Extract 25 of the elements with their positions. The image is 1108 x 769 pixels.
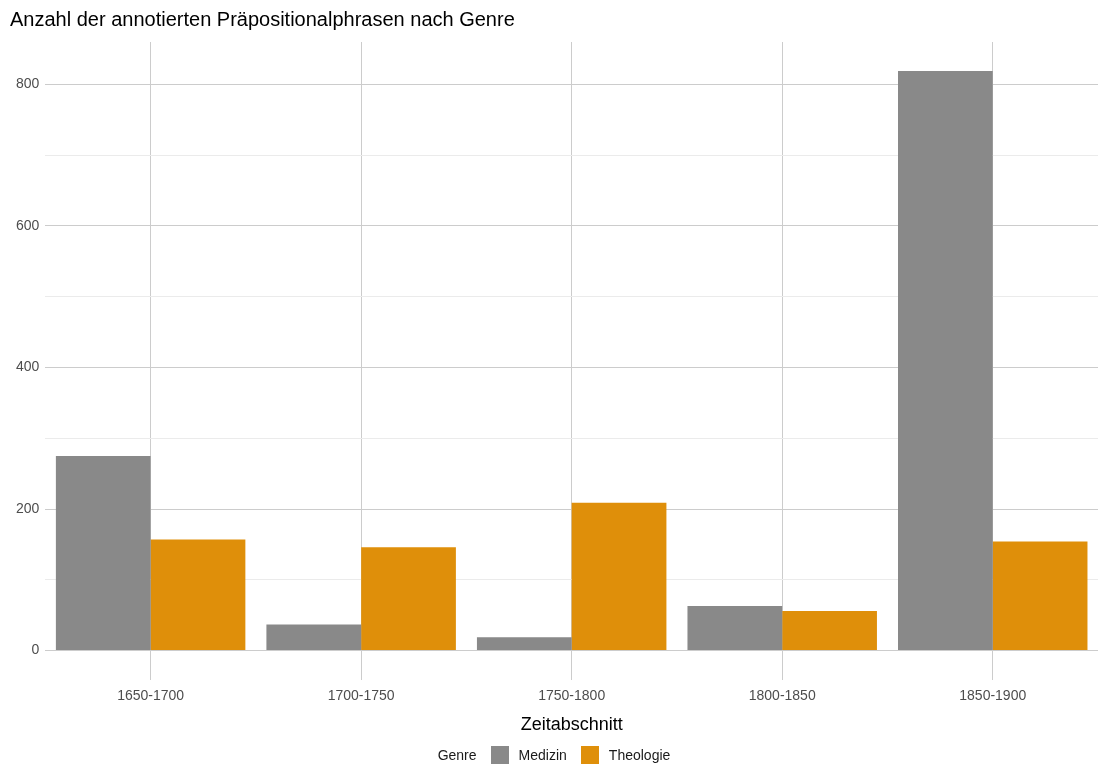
x-tick-label: 1800-1850 [748, 686, 816, 703]
legend-title: Genre [437, 747, 477, 763]
bar [571, 502, 667, 651]
bar [266, 624, 362, 651]
x-tick-label: 1850-1900 [959, 686, 1027, 703]
x-tick-label: 1750-1800 [538, 686, 606, 703]
bar [992, 541, 1088, 651]
y-tick-label: 800 [16, 75, 40, 92]
x-tick-label: 1650-1700 [117, 686, 185, 703]
bar [476, 637, 572, 651]
bar [898, 71, 993, 651]
y-tick-label: 200 [16, 499, 40, 516]
bar [361, 547, 456, 651]
y-tick-label: 400 [16, 358, 40, 375]
x-axis-title: Zeitabschnitt [520, 714, 623, 735]
chart-title: Anzahl der annotierten Präpositionalphrasen nach Genre [10, 7, 515, 30]
y-tick-label: 0 [31, 641, 40, 658]
x-tick-label: 1700-1750 [327, 686, 395, 703]
legend-label: Medizin [518, 747, 567, 763]
bar [55, 455, 151, 651]
y-tick-label: 600 [16, 216, 40, 233]
legend-label: Theologie [608, 747, 671, 763]
bar [687, 606, 783, 651]
bar [782, 610, 877, 651]
bar [150, 539, 246, 651]
